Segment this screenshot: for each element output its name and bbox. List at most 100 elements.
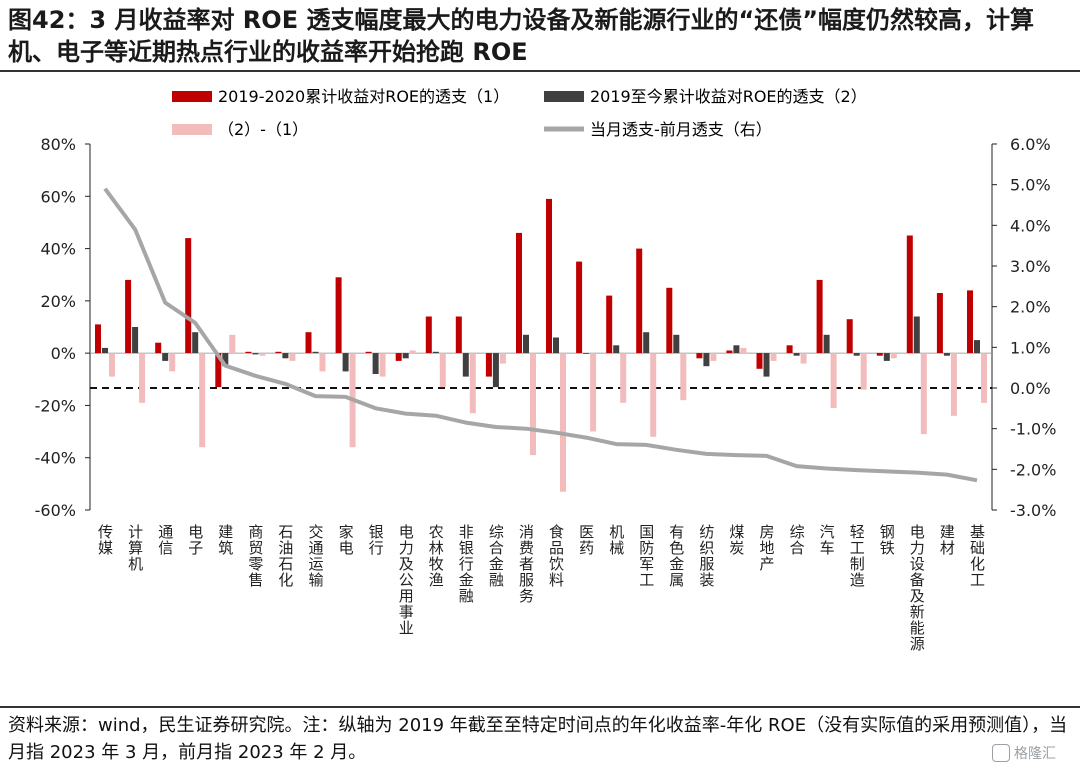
category-label: 农林牧渔: [427, 524, 445, 588]
bar-series3: [379, 353, 386, 377]
bar-series1: [606, 295, 613, 354]
bar-series2: [974, 340, 980, 354]
bar-series3: [560, 353, 566, 492]
chart: 2019-2020累计收益对ROE的透支（1） 2019至今累计收益对ROE的透…: [35, 87, 1057, 652]
right-tick-label: 2.0%: [1010, 298, 1051, 317]
bar-series3: [800, 353, 807, 364]
category-label: 医药: [577, 524, 595, 556]
bar-series1: [906, 235, 913, 354]
category-label: 食品饮料: [547, 524, 565, 588]
left-tick-label: 80%: [40, 135, 76, 154]
bar-series1: [696, 353, 703, 359]
bar-series1: [425, 316, 432, 354]
left-tick-label: 20%: [40, 292, 76, 311]
category-label: 商贸零售: [246, 524, 264, 588]
line-series4: [103, 187, 978, 483]
category-label: 国防军工: [637, 524, 655, 588]
bar-series2: [553, 337, 559, 354]
bar-series1: [967, 290, 973, 354]
bar-series3: [620, 353, 627, 403]
bar-series1: [546, 198, 552, 354]
bar-series3: [830, 353, 837, 408]
bar-series1: [245, 351, 252, 354]
legend-label-series2: 2019至今累计收益对ROE的透支（2）: [590, 87, 867, 106]
left-axis: -60% -40% -20% 0% 20% 40% 60% 80%: [35, 135, 91, 520]
footer-note: 资料来源：wind，民生证券研究院。注：纵轴为 2019 年截至至特定时间点的年…: [8, 715, 1068, 763]
legend-swatch-series3: [172, 124, 212, 135]
bar-series3: [860, 353, 867, 390]
legend-swatch-series1: [172, 91, 212, 102]
category-label: 计算机: [126, 524, 144, 572]
bar-series3: [950, 353, 957, 416]
chart-title: 图42：3 月收益率对 ROE 透支幅度最大的电力设备及新能源行业的“还债”幅度…: [8, 6, 1034, 66]
bar-series2: [703, 353, 710, 367]
left-tick-label: 40%: [40, 240, 76, 259]
category-label: 建筑: [216, 524, 234, 556]
category-label: 纺织服装: [697, 524, 715, 588]
category-label: 家电: [337, 524, 355, 556]
bar-series2: [913, 316, 920, 354]
category-labels: 传媒 计算机 通信 电子 建筑 商贸零售 石油石化 交通运输 家电 银行 电力及公用事业 农林牧渔 非银…: [96, 523, 986, 652]
bar-series3: [169, 353, 176, 372]
bar-series3: [981, 353, 987, 403]
bar-series2: [763, 353, 770, 377]
bar-series1: [305, 332, 312, 354]
category-label: 综合金融: [487, 524, 505, 588]
right-tick-label: -2.0%: [1010, 460, 1056, 479]
bar-series2: [613, 345, 620, 354]
category-label: 基础化工: [968, 524, 986, 588]
legend-label-series4: 当月透支-前月透支（右）: [590, 120, 772, 139]
bar-series1: [816, 279, 823, 354]
category-label: 交通运输: [307, 523, 325, 588]
bar-series2: [643, 332, 650, 354]
bar-series1: [936, 293, 943, 354]
bar-series3: [590, 353, 597, 432]
bar-series2: [252, 353, 259, 355]
bar-series1: [365, 351, 372, 354]
bar-series1: [846, 319, 853, 354]
bar-series3: [289, 353, 296, 361]
category-label: 石油石化: [276, 524, 294, 588]
category-label: 汽车: [818, 524, 836, 556]
bar-series2: [342, 353, 349, 372]
bar-series2: [402, 353, 409, 359]
bar-series3: [770, 353, 777, 361]
legend-label-series3: （2）-（1）: [218, 120, 308, 139]
bar-series3: [530, 353, 536, 456]
bar-series3: [710, 353, 717, 361]
category-label: 银行: [367, 524, 385, 556]
bar-series3: [109, 353, 115, 377]
right-tick-label: 3.0%: [1010, 257, 1051, 276]
left-tick-label: 0%: [51, 344, 76, 363]
legend: 2019-2020累计收益对ROE的透支（1） 2019至今累计收益对ROE的透…: [172, 87, 867, 139]
category-label: 有色金属: [667, 524, 685, 588]
category-label: 建材: [938, 524, 956, 556]
bar-series3: [920, 353, 927, 435]
category-label: 电力及公用事业: [397, 524, 415, 636]
bar-series3: [199, 353, 206, 448]
bar-series1: [636, 248, 643, 354]
bar-series2: [853, 353, 860, 356]
bar-series2: [793, 353, 800, 356]
bar-series2: [492, 353, 499, 388]
bar-series1: [455, 316, 462, 354]
bar-series2: [462, 353, 469, 377]
right-tick-label: 1.0%: [1010, 338, 1051, 357]
left-tick-label: -60%: [35, 501, 76, 520]
bar-series3: [740, 347, 747, 354]
bar-series3: [229, 334, 236, 354]
bar-series2: [192, 332, 199, 354]
category-label: 通信: [156, 524, 174, 556]
bar-series1: [726, 350, 733, 354]
category-label: 消费者服务: [517, 524, 535, 604]
bar-series1: [155, 342, 162, 354]
plot-area: [90, 187, 992, 492]
bar-series3: [890, 353, 897, 359]
bar-series1: [485, 353, 492, 377]
bar-series2: [102, 347, 108, 354]
watermark-text: 格隆汇: [1014, 746, 1056, 762]
left-tick-label: 60%: [40, 187, 76, 206]
bar-series2: [282, 353, 289, 359]
bar-series1: [756, 353, 763, 369]
bar-series1: [335, 277, 342, 354]
